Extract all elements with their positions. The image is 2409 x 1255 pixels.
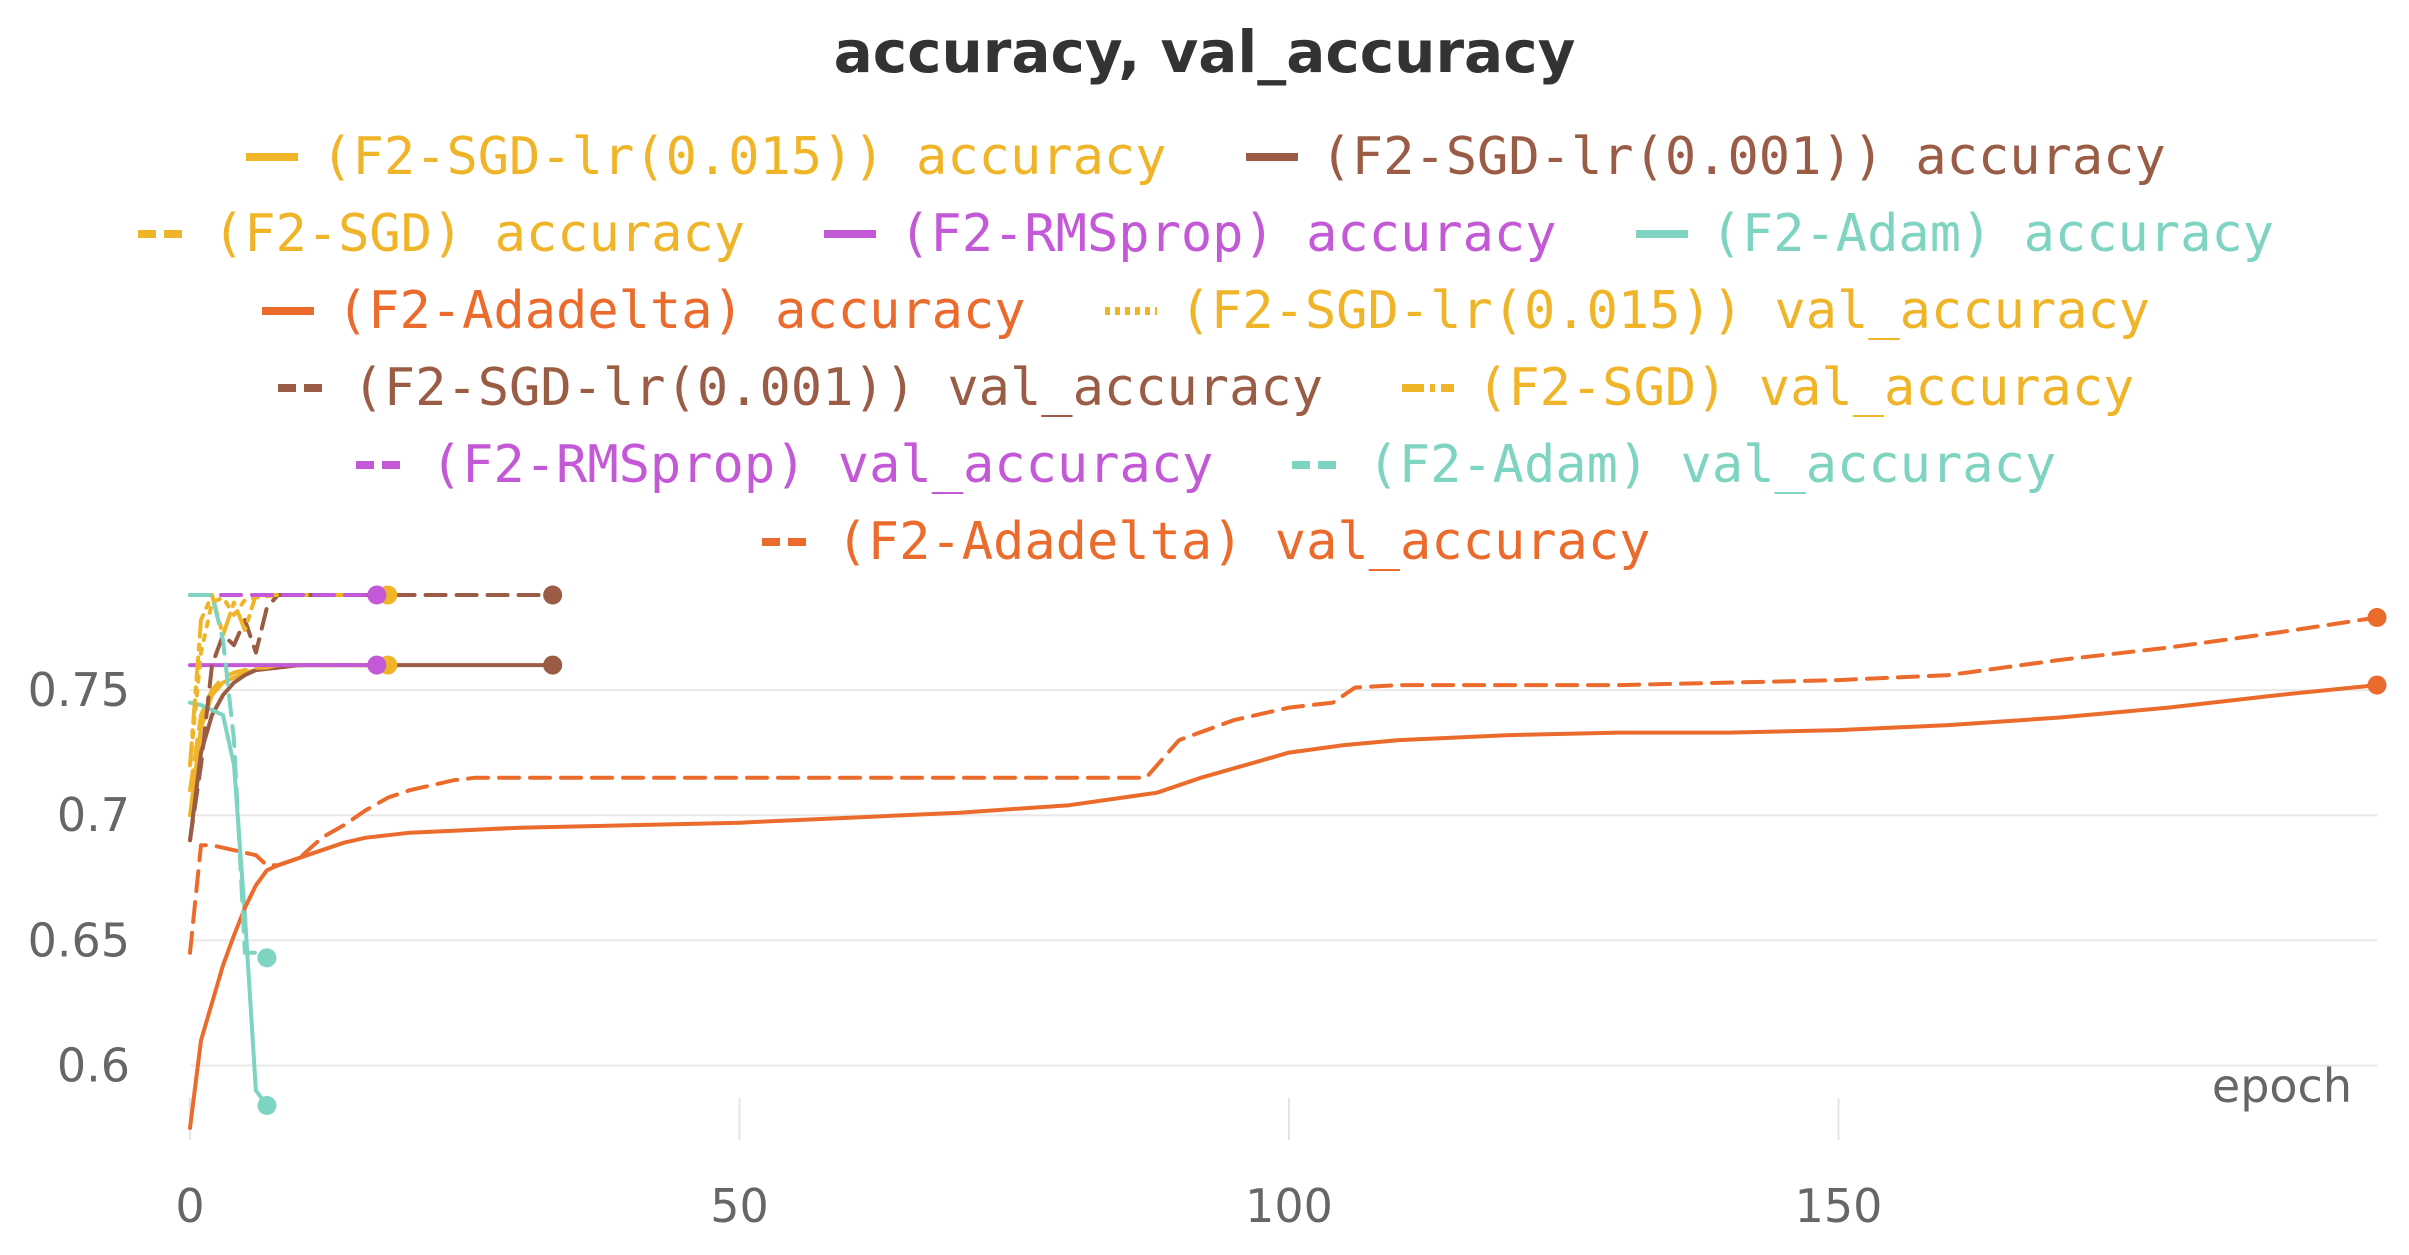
series-lines xyxy=(188,593,2379,1130)
legend-item[interactable]: (F2-Adadelta) accuracy xyxy=(259,281,1026,341)
endpoint-marker xyxy=(257,948,277,968)
legend-swatch xyxy=(1292,460,1345,469)
endpoint-marker xyxy=(257,1095,277,1115)
legend-row: (F2-Adadelta) accuracy (F2-SGD-lr(0.015))… xyxy=(221,272,2188,349)
series-line-7 xyxy=(188,593,555,843)
grid-lines xyxy=(189,689,2377,1140)
legend-swatch xyxy=(761,537,814,546)
legend-row: (F2-SGD-lr(0.001)) val_accuracy (F2-SGD) … xyxy=(237,349,2173,426)
y-tick-label: 0.6 xyxy=(57,1038,130,1092)
endpoint-marker xyxy=(2367,608,2387,628)
legend-swatch xyxy=(355,460,408,469)
legend-item[interactable]: (F2-SGD-lr(0.015)) val_accuracy xyxy=(1102,280,2151,341)
legend-row: (F2-Adadelta) val_accuracy xyxy=(721,503,1689,580)
endpoint-marker xyxy=(367,655,387,675)
legend-label: (F2-Adadelta) accuracy xyxy=(336,280,1026,341)
legend-item[interactable]: (F2-SGD-lr(0.001)) val_accuracy xyxy=(275,357,1324,418)
axis-ticks: 0.6 0.65 0.7 0.75 0 50 100 150 xyxy=(28,663,1883,1233)
x-tick-label: 150 xyxy=(1795,1179,1883,1233)
endpoint-markers xyxy=(257,585,2387,1115)
x-tick-label: 100 xyxy=(1245,1179,1333,1233)
x-tick-label: 50 xyxy=(710,1179,769,1233)
legend-label: (F2-RMSprop) val_accuracy xyxy=(430,434,1214,495)
y-tick-label: 0.7 xyxy=(57,788,130,842)
legend-label: (F2-RMSprop) accuracy xyxy=(899,203,1557,264)
legend-item[interactable]: (F2-SGD-lr(0.015)) accuracy xyxy=(243,126,1167,187)
x-axis-label: epoch xyxy=(2212,1059,2352,1113)
series-line-4 xyxy=(188,700,269,1108)
legend-item[interactable]: (F2-SGD-lr(0.001)) accuracy xyxy=(1243,127,2166,187)
legend-item[interactable]: (F2-Adadelta) val_accuracy xyxy=(759,511,1651,572)
y-tick-label: 0.75 xyxy=(28,663,130,717)
series-line-11 xyxy=(188,615,2379,955)
legend-swatch xyxy=(1104,306,1157,315)
series-line-10 xyxy=(188,593,269,960)
legend-label: (F2-SGD-lr(0.015)) val_accuracy xyxy=(1179,280,2151,341)
series-line-1 xyxy=(188,663,555,843)
legend-label: (F2-SGD-lr(0.001)) accuracy xyxy=(1320,126,2166,187)
x-tick-label: 0 xyxy=(175,1179,204,1233)
endpoint-marker xyxy=(543,655,563,675)
legend-item[interactable]: (F2-RMSprop) val_accuracy xyxy=(353,434,1214,495)
legend-label: (F2-Adadelta) val_accuracy xyxy=(836,511,1651,572)
endpoint-marker xyxy=(2367,675,2387,695)
series-line-0 xyxy=(188,663,390,818)
legend-swatch xyxy=(246,152,299,161)
legend-row: (F2-SGD-lr(0.015)) accuracy (F2-SGD-lr(0.… xyxy=(205,118,2204,195)
legend-label: (F2-Adam) accuracy xyxy=(1710,203,2275,264)
endpoint-marker xyxy=(543,585,563,605)
legend-label: (F2-SGD-lr(0.001)) val_accuracy xyxy=(352,357,1324,418)
legend-label: (F2-Adam) val_accuracy xyxy=(1367,434,2057,495)
legend-swatch xyxy=(137,229,190,238)
legend-swatch xyxy=(277,383,330,392)
legend-row: (F2-SGD) accuracy (F2-RMSprop) accuracy (F… xyxy=(97,195,2312,272)
chart-title: accuracy, val_accuracy xyxy=(833,18,1576,86)
legend-item[interactable]: (F2-SGD) accuracy xyxy=(135,204,745,264)
series-line-5 xyxy=(188,683,2379,1130)
legend-label: (F2-SGD) val_accuracy xyxy=(1477,357,2135,418)
legend-item[interactable]: (F2-RMSprop) accuracy xyxy=(821,203,1557,264)
legend-swatch xyxy=(1245,152,1298,161)
legend-swatch xyxy=(1402,383,1455,392)
legend-row: (F2-RMSprop) val_accuracy (F2-Adam) val_a… xyxy=(315,426,2094,503)
legend-label: (F2-SGD-lr(0.015)) accuracy xyxy=(321,126,1167,187)
y-tick-label: 0.65 xyxy=(28,913,130,967)
endpoint-marker xyxy=(367,585,387,605)
series-line-2 xyxy=(188,663,390,793)
legend-swatch xyxy=(261,306,314,315)
legend-swatch xyxy=(1635,229,1688,238)
legend-swatch xyxy=(824,229,877,238)
legend-label: (F2-SGD) accuracy xyxy=(212,203,746,264)
legend-item[interactable]: (F2-SGD) val_accuracy xyxy=(1399,358,2134,418)
chart-legend: (F2-SGD-lr(0.015)) accuracy (F2-SGD-lr(0.… xyxy=(40,118,2369,580)
legend-item[interactable]: (F2-Adam) accuracy xyxy=(1633,203,2275,264)
legend-item[interactable]: (F2-Adam) val_accuracy xyxy=(1289,435,2056,495)
